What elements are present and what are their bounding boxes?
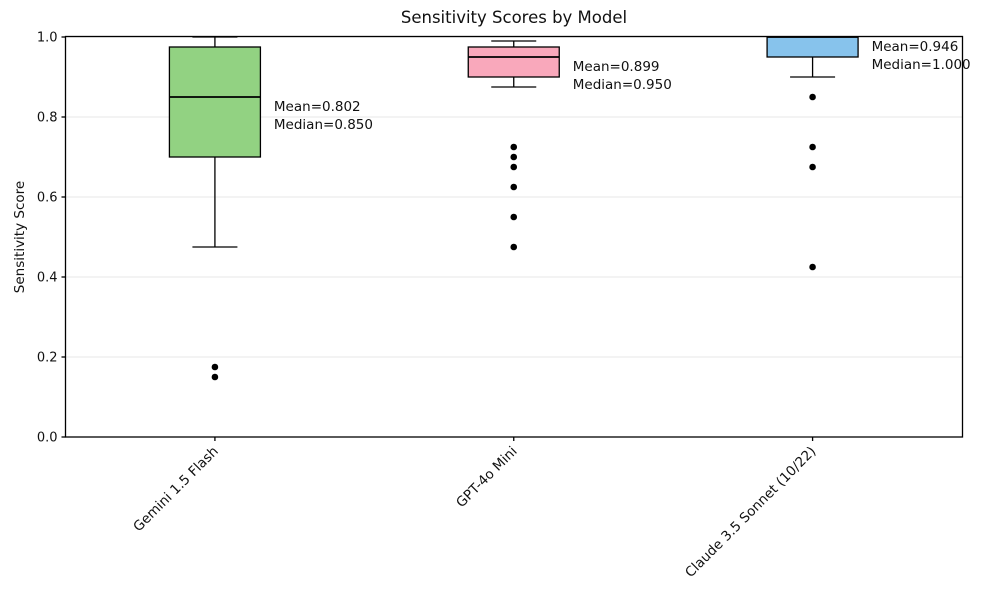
box-0 bbox=[168, 46, 262, 158]
y-tick-label: 0.8 bbox=[37, 111, 58, 126]
outlier-point bbox=[211, 373, 219, 381]
outlier-point bbox=[809, 93, 816, 101]
outlier-point bbox=[809, 263, 816, 271]
outlier-point bbox=[510, 163, 518, 171]
outlier-point bbox=[510, 243, 518, 251]
outlier-point bbox=[510, 153, 518, 161]
box-1 bbox=[467, 46, 560, 78]
y-tick-label: 0.0 bbox=[37, 431, 58, 446]
x-tick-label: Claude 3.5 Sonnet (10/22) bbox=[682, 444, 819, 581]
outlier-point bbox=[809, 143, 816, 151]
outlier-point bbox=[809, 163, 816, 171]
y-tick-label: 0.4 bbox=[37, 271, 58, 286]
outlier-point bbox=[510, 183, 518, 191]
stats-annotation: Mean=0.899 Median=0.950 bbox=[573, 59, 672, 93]
stats-annotation: Mean=0.946 Median=1.000 bbox=[872, 39, 971, 73]
outlier-point bbox=[510, 143, 518, 151]
outlier-point bbox=[510, 213, 518, 221]
x-tick-label: GPT-4o Mini bbox=[453, 444, 520, 511]
stats-annotation: Mean=0.802 Median=0.850 bbox=[274, 99, 373, 133]
x-tick-label: Gemini 1.5 Flash bbox=[130, 444, 222, 536]
outlier-point bbox=[211, 363, 219, 371]
y-tick-label: 1.0 bbox=[37, 31, 58, 46]
y-tick-label: 0.6 bbox=[37, 191, 58, 206]
y-tick-label: 0.2 bbox=[37, 351, 58, 366]
box-2 bbox=[766, 36, 859, 58]
chart-title: Sensitivity Scores by Model bbox=[400, 8, 628, 27]
